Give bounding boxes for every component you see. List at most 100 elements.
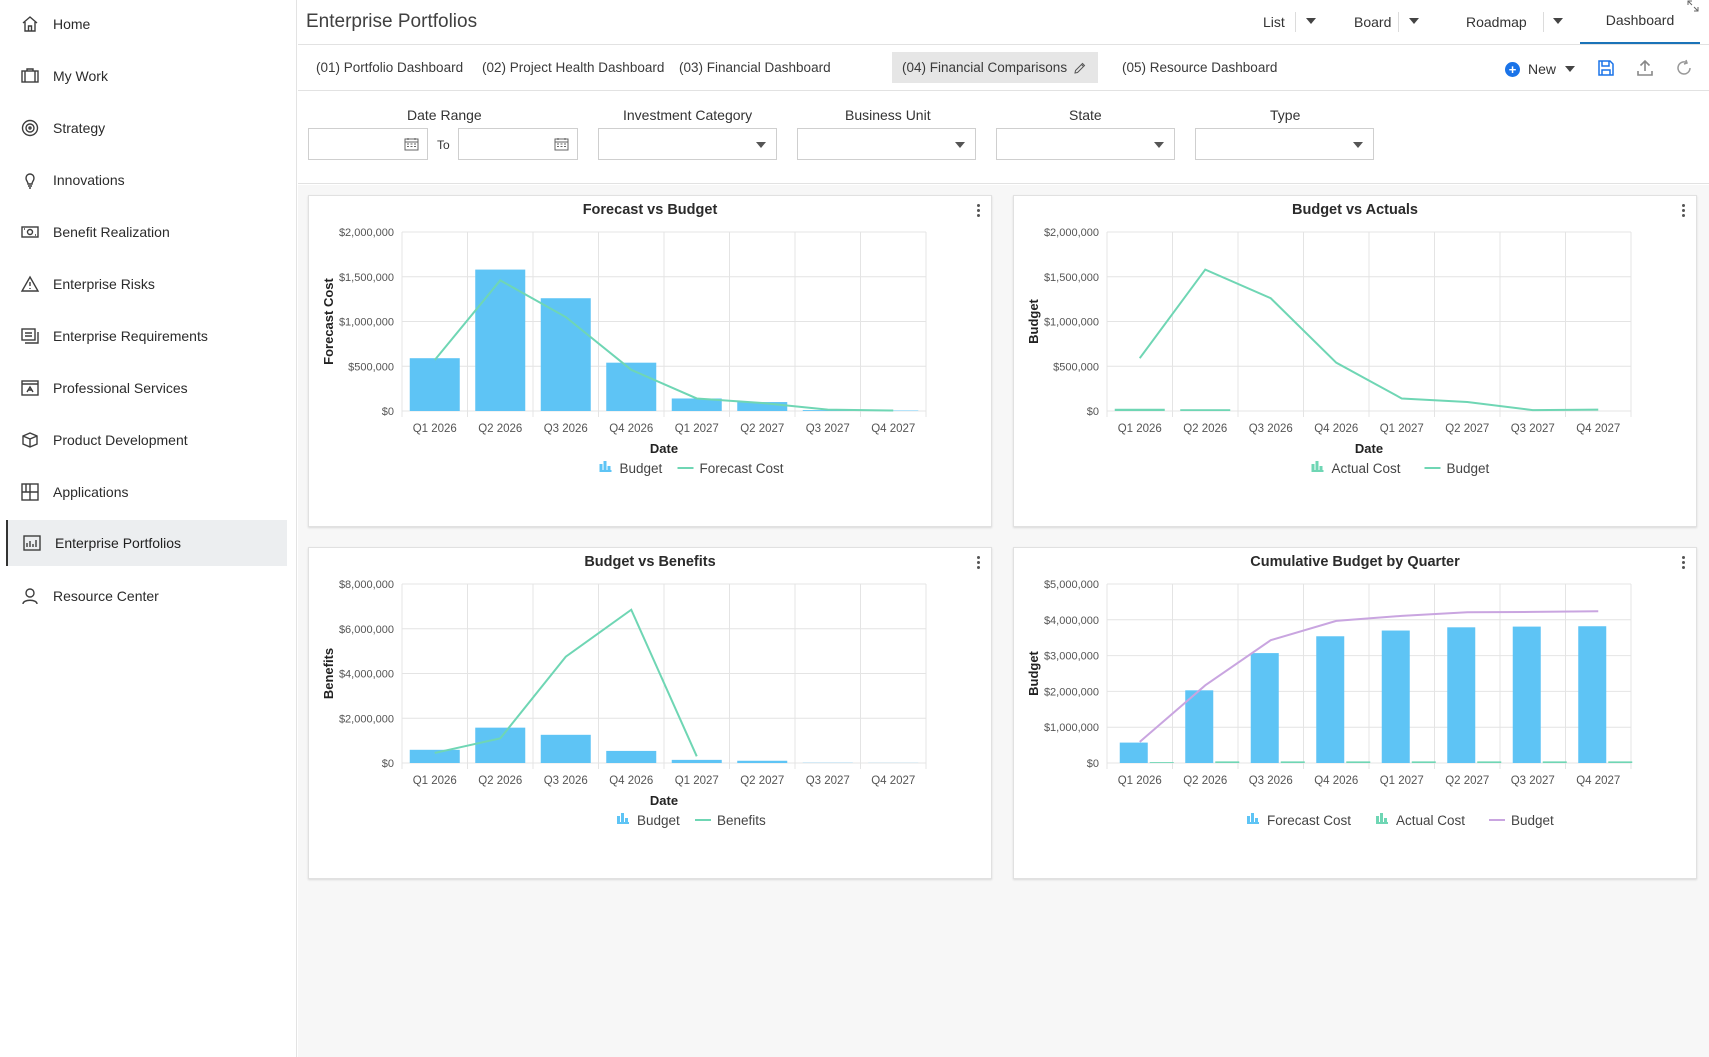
sidebar-item-label: Applications [53,484,129,500]
y-tick-label: $2,000,000 [339,713,394,725]
sidebar-item-innovations[interactable]: Innovations [6,157,287,203]
date-to-field[interactable] [458,128,578,160]
sidebar-item-enterprise-requirements[interactable]: Enterprise Requirements [6,313,287,359]
sidebar-item-benefit-realization[interactable]: Benefit Realization [6,209,287,255]
view-dashboard-button[interactable]: Dashboard [1580,0,1700,44]
more-options-icon[interactable] [975,204,981,220]
legend-swatch-bar [1315,461,1319,470]
bar-actual-cost [1280,761,1305,763]
legend-swatch-bar [1376,816,1379,822]
more-options-icon[interactable] [1680,556,1686,572]
legend-swatch-bar [607,466,611,470]
x-tick-label: Q1 2026 [1118,775,1162,787]
chart-cumulative-budget: $5,000,000 $4,000,000 $3,000,000 $2,000,000… [1026,579,1633,828]
expand-icon[interactable] [1687,0,1699,12]
business-unit-select[interactable] [797,128,976,160]
legend-label: Benefits [717,813,766,828]
bar-budget [475,269,526,411]
sidebar-item-applications[interactable]: Applications [6,469,287,515]
x-tick-label: Q1 2026 [413,423,457,435]
legend-swatch-bar [1380,813,1383,822]
x-tick-label: Q3 2027 [1511,423,1555,435]
tab-portfolio-dashboard[interactable]: (01) Portfolio Dashboard [316,60,464,75]
legend-swatch-bar [1319,466,1323,470]
sidebar-item-product-development[interactable]: Product Development [6,417,287,463]
grid-icon [19,481,41,503]
line-benefits [434,608,698,757]
sidebar-item-enterprise-risks[interactable]: Enterprise Risks [6,261,287,307]
x-tick-label: Q4 2027 [1576,423,1620,435]
bar-budget [540,734,591,763]
chart-title: Budget vs Actuals [1292,202,1418,218]
legend-swatch-bar [599,464,603,470]
new-button[interactable]: + New [1505,58,1576,80]
sidebar-item-professional-services[interactable]: Professional Services [6,365,287,411]
new-button-label: New [1528,61,1557,77]
pencil-icon[interactable] [1073,61,1087,75]
x-tick-label: Q2 2027 [1445,775,1489,787]
legend-swatch-bar [617,822,629,824]
calendar-icon[interactable] [554,137,569,151]
tab-project-health-dashboard[interactable]: (02) Project Health Dashboard [482,60,665,75]
type-select[interactable] [1195,128,1374,160]
view-list-button[interactable]: List [1263,14,1285,30]
sidebar-item-home[interactable]: Home [6,1,287,47]
x-tick-label: Q4 2027 [871,775,915,787]
type-label: Type [1270,107,1301,123]
legend-label: Actual Cost [1396,813,1465,828]
more-options-icon[interactable] [975,556,981,572]
sidebar-item-strategy[interactable]: Strategy [6,105,287,151]
tab-financial-comparisons[interactable]: (04) Financial Comparisons [892,52,1098,83]
chart-budget-vs-actuals: $2,000,000 $1,500,000 $1,000,000 $500,000 $0… [1026,227,1632,476]
state-select[interactable] [996,128,1175,160]
bar-budget [737,402,788,411]
bar-budget [671,759,722,763]
legend-swatch-bar [1247,822,1259,824]
y-tick-label: $1,500,000 [1044,272,1099,284]
x-tick-label: Q4 2026 [609,423,653,435]
chart-budget-vs-benefits: $8,000,000 $6,000,000 $4,000,000 $2,000,000… [321,579,927,828]
x-tick-label: Q3 2026 [544,775,588,787]
chevron-down-icon [1154,142,1164,148]
filter-bar: Date Range To Investment Category Busine… [298,92,1709,184]
line-forecast-cost [433,279,894,412]
date-from-field[interactable] [308,128,428,160]
chart-title: Cumulative Budget by Quarter [1250,554,1460,570]
bar-actual-cost [1477,761,1502,763]
legend-label: Budget [637,813,680,828]
sidebar-item-label: Enterprise Portfolios [55,535,182,551]
list-dropdown-caret[interactable] [1306,18,1316,24]
sidebar-item-my-work[interactable]: My Work [6,53,287,99]
legend-swatch-bar [1251,813,1254,822]
line-budget [1139,610,1599,743]
more-options-icon[interactable] [1680,204,1686,220]
save-icon[interactable] [1596,58,1616,78]
x-tick-label: Q3 2027 [806,423,850,435]
bar-budget [475,727,526,763]
sidebar-item-enterprise-portfolios[interactable]: Enterprise Portfolios [6,520,287,566]
x-tick-label: Q2 2026 [478,775,522,787]
x-tick-label: Q4 2027 [1576,775,1620,787]
bar-forecast-cost [1512,626,1541,763]
y-tick-label: $4,000,000 [339,669,394,681]
upload-icon[interactable] [1635,58,1655,78]
investment-category-select[interactable] [598,128,777,160]
roadmap-dropdown-caret[interactable] [1553,18,1563,24]
tab-financial-dashboard[interactable]: (03) Financial Dashboard [679,60,831,75]
y-tick-label: $0 [382,758,394,770]
calendar-icon[interactable] [404,137,419,151]
x-tick-label: Q2 2027 [1445,423,1489,435]
bar-budget [540,298,591,411]
refresh-icon[interactable] [1674,58,1694,78]
board-dropdown-caret[interactable] [1409,18,1419,24]
y-tick-label: $1,000,000 [339,317,394,329]
dashboard-area: Forecast vs Budget $2,000,000 $1,500,000 $… [298,185,1709,1057]
view-roadmap-button[interactable]: Roadmap [1466,14,1527,30]
divider [1398,12,1399,32]
sidebar-item-label: Strategy [53,120,106,136]
x-tick-label: Q3 2027 [1511,775,1555,787]
tab-resource-dashboard[interactable]: (05) Resource Dashboard [1122,60,1278,75]
view-board-button[interactable]: Board [1354,14,1392,30]
sidebar-item-resource-center[interactable]: Resource Center [6,573,287,619]
